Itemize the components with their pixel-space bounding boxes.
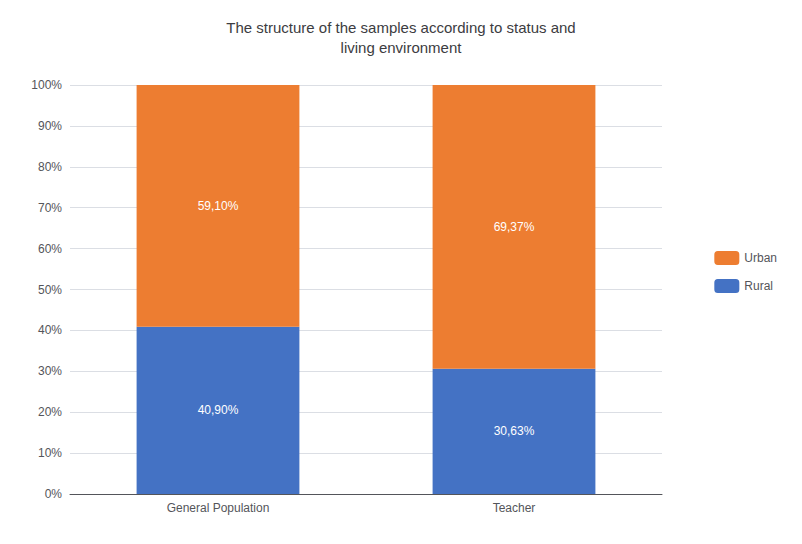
svg-text:70%: 70% bbox=[38, 201, 62, 215]
svg-text:90%: 90% bbox=[38, 119, 62, 133]
svg-text:59,10%: 59,10% bbox=[198, 199, 239, 213]
svg-text:80%: 80% bbox=[38, 160, 62, 174]
svg-text:Urban: Urban bbox=[744, 251, 777, 265]
svg-text:Rural: Rural bbox=[744, 279, 773, 293]
svg-text:60%: 60% bbox=[38, 242, 62, 256]
svg-text:30%: 30% bbox=[38, 364, 62, 378]
svg-text:10%: 10% bbox=[38, 446, 62, 460]
svg-text:Teacher: Teacher bbox=[493, 501, 536, 515]
svg-text:40%: 40% bbox=[38, 323, 62, 337]
svg-text:20%: 20% bbox=[38, 405, 62, 419]
svg-text:30,63%: 30,63% bbox=[494, 424, 535, 438]
svg-text:40,90%: 40,90% bbox=[198, 403, 239, 417]
svg-text:69,37%: 69,37% bbox=[494, 220, 535, 234]
svg-text:The structure of the samples a: The structure of the samples according t… bbox=[226, 19, 575, 36]
svg-text:living environment: living environment bbox=[341, 39, 463, 56]
svg-text:0%: 0% bbox=[45, 487, 63, 501]
svg-text:General Population: General Population bbox=[167, 501, 270, 515]
svg-text:50%: 50% bbox=[38, 283, 62, 297]
svg-text:100%: 100% bbox=[31, 78, 62, 92]
